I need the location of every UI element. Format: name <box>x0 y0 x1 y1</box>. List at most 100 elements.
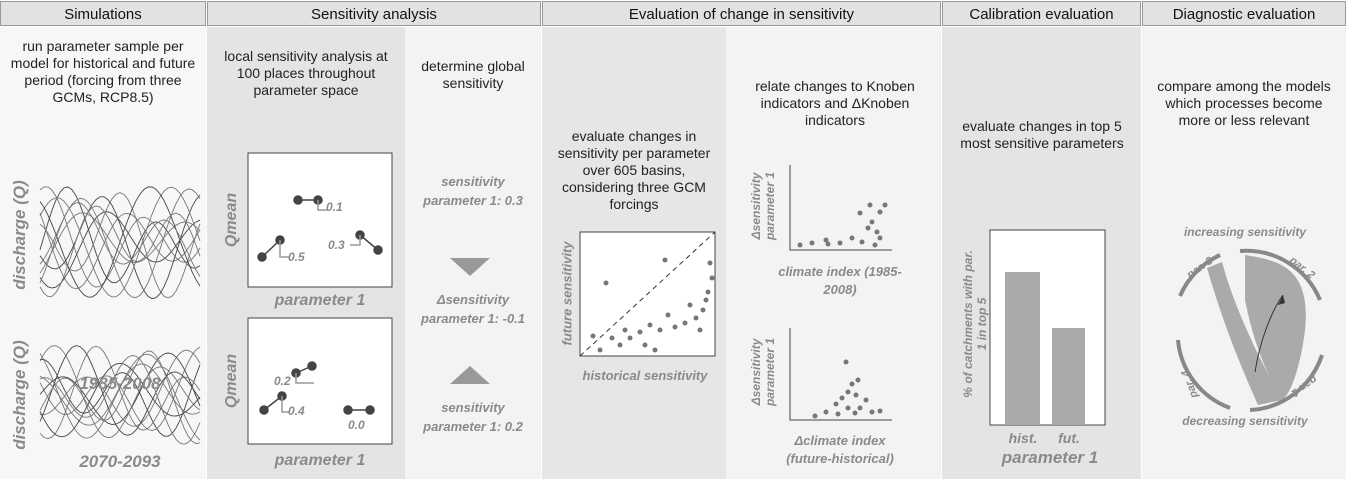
description: relate changes to Knoben indicators and … <box>755 78 915 128</box>
x-label: Δclimate index (future-historical) <box>786 433 894 466</box>
hydrograph <box>39 345 201 439</box>
dot <box>877 235 883 241</box>
dot <box>693 315 699 321</box>
hydrograph <box>39 353 201 441</box>
y-label: % of catchments with par. 1 in top 5 <box>961 250 989 398</box>
dot <box>652 347 658 353</box>
dot <box>682 320 688 326</box>
bar-label: hist. <box>1008 430 1038 446</box>
bar <box>1005 272 1040 425</box>
dot <box>700 307 706 313</box>
arrow-down <box>450 258 490 276</box>
dot <box>823 409 829 415</box>
dot <box>872 242 878 248</box>
period-label: 1985-2008 <box>79 374 161 393</box>
bar <box>1052 328 1085 425</box>
hydrograph <box>39 202 201 284</box>
header: Sensitivity analysis <box>207 1 541 26</box>
sensitivity-label: sensitivity parameter 1: 0.3 <box>423 174 523 208</box>
value-label: 0.5 <box>288 250 305 264</box>
dot <box>622 327 628 333</box>
y-label: Δsensitivity parameter 1 <box>749 171 777 241</box>
dot <box>869 219 875 225</box>
dot <box>833 401 839 407</box>
x-label: historical sensitivity <box>582 368 708 383</box>
chord-diagram <box>1176 248 1324 412</box>
sensitivity-label: sensitivity parameter 1: 0.2 <box>423 400 523 434</box>
y-label: future sensitivity <box>559 241 575 346</box>
dot <box>662 257 668 263</box>
y-label: discharge (Q) <box>10 340 29 450</box>
plot-axes <box>789 328 892 421</box>
dot <box>867 202 873 208</box>
header: Diagnostic evaluation <box>1142 1 1346 26</box>
bar-label: fut. <box>1058 430 1080 446</box>
value-label: 0.2 <box>274 374 291 388</box>
dot <box>843 359 849 365</box>
header: Calibration evaluation <box>942 1 1141 26</box>
dot <box>797 242 803 248</box>
dot <box>845 405 851 411</box>
x-label: climate index (1985-2008) <box>778 264 902 297</box>
dot <box>809 240 815 246</box>
arrow-up <box>450 366 490 384</box>
panel-bg <box>726 27 941 479</box>
dot <box>697 327 703 333</box>
dot <box>882 202 888 208</box>
y-label: Δsensitivity parameter 1 <box>749 337 777 407</box>
sensitivity-direction: decreasing sensitivity <box>1182 414 1308 428</box>
hydrograph <box>39 186 201 298</box>
dot <box>687 302 693 308</box>
value-label: 0.3 <box>328 238 345 252</box>
dot <box>852 410 858 416</box>
dot <box>849 381 855 387</box>
dot <box>642 342 648 348</box>
plot-axes <box>789 165 892 251</box>
hydrographs <box>39 186 201 300</box>
y-label: Qmean <box>223 353 240 409</box>
local-pairs <box>257 195 383 415</box>
hydrograph <box>39 345 201 440</box>
dot <box>812 413 818 419</box>
dot <box>707 260 713 266</box>
dot <box>855 377 861 383</box>
value-label: 0.0 <box>348 418 365 432</box>
dot <box>845 389 851 395</box>
panel-bg <box>405 27 541 479</box>
dot <box>617 342 623 348</box>
dot <box>705 289 711 295</box>
dot <box>823 237 829 243</box>
description: compare among the models which processes… <box>1157 78 1331 128</box>
dot <box>857 405 863 411</box>
dot <box>839 395 845 401</box>
dot <box>609 335 615 341</box>
one-to-one-line <box>579 231 716 357</box>
dot <box>853 392 859 398</box>
dot <box>703 297 709 303</box>
plot-frame <box>247 317 393 445</box>
hydrograph <box>39 205 201 298</box>
dot <box>590 333 596 339</box>
panel-bg <box>1142 27 1346 479</box>
hydrograph <box>39 355 201 445</box>
x-label: parameter 1 <box>274 292 366 309</box>
x-label: parameter 1 <box>1001 448 1099 467</box>
hydrograph <box>39 186 201 288</box>
dot <box>857 210 863 216</box>
dot <box>835 411 841 417</box>
value-label: 0.4 <box>288 404 305 418</box>
header: Simulations <box>0 1 206 26</box>
dot <box>665 312 671 318</box>
y-label: discharge (Q) <box>10 180 29 290</box>
description: evaluate changes in top 5 most sensitive… <box>960 118 1124 151</box>
description: run parameter sample per model for histo… <box>10 38 196 105</box>
hydrograph <box>39 192 201 299</box>
description: determine global sensitivity <box>421 58 525 91</box>
dot <box>865 225 871 231</box>
dot <box>657 327 663 333</box>
hydrographs <box>39 345 201 445</box>
value-label: 0.1 <box>326 200 343 214</box>
period-label: 2070-2093 <box>79 452 161 471</box>
dot <box>627 335 633 341</box>
